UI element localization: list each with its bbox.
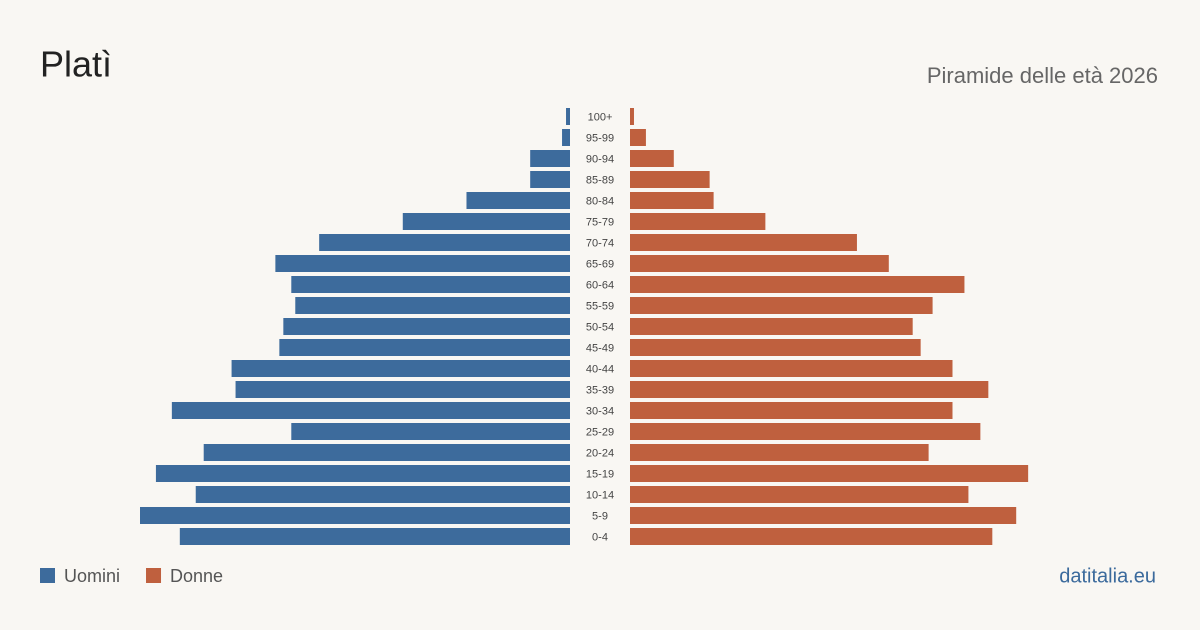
- bar: [630, 234, 857, 251]
- bar: [291, 276, 570, 293]
- bar: [630, 318, 913, 335]
- bar: [630, 360, 953, 377]
- bar: [630, 528, 993, 545]
- bar: [319, 234, 570, 251]
- legend-label: Uomini: [64, 566, 120, 586]
- bar: [530, 171, 570, 188]
- chart-subtitle: Piramide delle età 2026: [927, 63, 1158, 88]
- bar: [630, 402, 953, 419]
- bar: [630, 192, 714, 209]
- bar: [279, 339, 570, 356]
- category-label: 95-99: [586, 132, 614, 144]
- category-label: 75-79: [586, 216, 614, 228]
- category-label: 60-64: [586, 279, 614, 291]
- bar: [630, 129, 646, 146]
- bar: [203, 444, 570, 461]
- bar: [402, 213, 570, 230]
- bar: [630, 213, 766, 230]
- category-label: 30-34: [586, 405, 614, 417]
- bar: [630, 444, 929, 461]
- legend-label: Donne: [170, 566, 223, 586]
- legend-swatch: [40, 568, 55, 583]
- bar: [630, 339, 921, 356]
- bar: [171, 402, 570, 419]
- category-label: 50-54: [586, 321, 614, 333]
- category-label: 45-49: [586, 342, 614, 354]
- bar: [275, 255, 570, 272]
- bar: [630, 108, 634, 125]
- category-label: 0-4: [592, 531, 608, 543]
- category-label: 10-14: [586, 489, 614, 501]
- bar: [562, 129, 570, 146]
- category-label: 90-94: [586, 153, 614, 165]
- category-label: 5-9: [592, 510, 608, 522]
- bar: [630, 255, 889, 272]
- legend-swatch: [146, 568, 162, 583]
- bar: [179, 528, 570, 545]
- bar: [295, 297, 570, 314]
- bar: [566, 108, 570, 125]
- bar: [630, 297, 933, 314]
- bar: [140, 507, 570, 524]
- bar: [235, 381, 571, 398]
- bar: [283, 318, 570, 335]
- bar: [630, 276, 965, 293]
- bar: [231, 360, 570, 377]
- bar: [630, 486, 969, 503]
- bar: [630, 171, 710, 188]
- bar: [630, 465, 1029, 482]
- category-label: 85-89: [586, 174, 614, 186]
- bar: [630, 423, 981, 440]
- bar: [291, 423, 570, 440]
- category-label: 65-69: [586, 258, 614, 270]
- bar: [630, 507, 1017, 524]
- category-label: 25-29: [586, 426, 614, 438]
- bar: [466, 192, 570, 209]
- bar: [155, 465, 571, 482]
- category-label: 40-44: [586, 363, 614, 375]
- category-label: 70-74: [586, 237, 614, 249]
- category-label: 15-19: [586, 468, 614, 480]
- bar: [630, 381, 989, 398]
- category-label: 35-39: [586, 384, 614, 396]
- bar: [195, 486, 571, 503]
- category-label: 55-59: [586, 300, 614, 312]
- source: datitalia.eu: [1059, 565, 1156, 587]
- chart-title: Platì: [40, 44, 112, 85]
- bar: [530, 150, 570, 167]
- category-label: 100+: [588, 111, 613, 123]
- category-label: 80-84: [586, 195, 614, 207]
- bar: [630, 150, 674, 167]
- category-label: 20-24: [586, 447, 614, 459]
